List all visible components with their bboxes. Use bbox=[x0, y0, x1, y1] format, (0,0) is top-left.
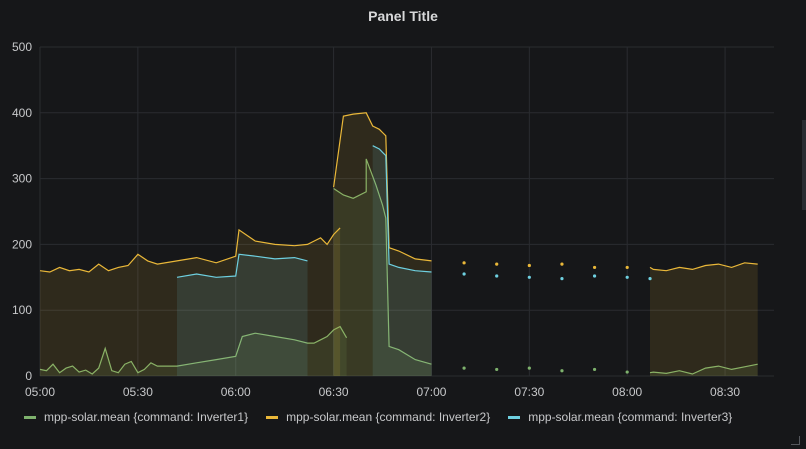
series-point bbox=[462, 261, 466, 265]
series-point bbox=[527, 366, 531, 370]
series-point bbox=[560, 277, 564, 281]
y-tick-label: 100 bbox=[12, 303, 32, 317]
series-point bbox=[625, 370, 629, 374]
y-tick-label: 0 bbox=[25, 369, 32, 383]
series-point bbox=[625, 275, 629, 279]
series-line bbox=[39, 325, 348, 375]
y-tick-label: 300 bbox=[12, 172, 32, 186]
series-point bbox=[495, 367, 499, 372]
chart-legend: mpp-solar.mean {command: Inverter1} mpp-… bbox=[24, 408, 732, 426]
y-tick-label: 200 bbox=[12, 237, 32, 251]
series-area bbox=[40, 326, 347, 376]
series-line bbox=[333, 158, 432, 365]
legend-label-inverter3: mpp-solar.mean {command: Inverter3} bbox=[528, 410, 733, 424]
series-line bbox=[649, 363, 758, 375]
legend-item-inverter3[interactable]: mpp-solar.mean {command: Inverter3} bbox=[508, 408, 732, 426]
series-area bbox=[177, 254, 308, 376]
legend-item-inverter2[interactable]: mpp-solar.mean {command: Inverter2} bbox=[266, 408, 490, 426]
legend-swatch-inverter2 bbox=[266, 415, 279, 419]
series-point bbox=[527, 263, 531, 268]
series-point bbox=[592, 274, 597, 278]
y-tick-label: 400 bbox=[12, 106, 32, 120]
series-point bbox=[495, 262, 499, 266]
panel-side-handle[interactable] bbox=[802, 120, 806, 210]
series-point bbox=[592, 265, 597, 270]
legend-label-inverter2: mpp-solar.mean {command: Inverter2} bbox=[286, 410, 491, 424]
series-point bbox=[560, 262, 564, 266]
x-tick-label: 08:00 bbox=[612, 385, 642, 399]
series-line bbox=[333, 112, 432, 262]
series-point bbox=[560, 369, 564, 373]
legend-item-inverter1[interactable]: mpp-solar.mean {command: Inverter1} bbox=[24, 408, 248, 426]
legend-label-inverter1: mpp-solar.mean {command: Inverter1} bbox=[44, 410, 249, 424]
x-tick-label: 06:30 bbox=[319, 385, 349, 399]
x-tick-label: 08:30 bbox=[710, 385, 740, 399]
series-area bbox=[650, 364, 758, 376]
series-point bbox=[462, 366, 466, 370]
series-line bbox=[372, 145, 432, 273]
series-area bbox=[333, 158, 432, 376]
series-line bbox=[649, 262, 758, 272]
series-area bbox=[372, 145, 432, 376]
x-tick-label: 07:00 bbox=[416, 385, 446, 399]
x-tick-label: 06:00 bbox=[221, 385, 251, 399]
series-point bbox=[648, 277, 652, 281]
series-point bbox=[495, 274, 499, 278]
series-area bbox=[40, 227, 341, 376]
x-tick-label: 07:30 bbox=[514, 385, 544, 399]
legend-swatch-inverter1 bbox=[24, 415, 36, 419]
series-point bbox=[462, 272, 466, 276]
series-area bbox=[333, 112, 432, 377]
y-tick-label: 500 bbox=[12, 40, 32, 54]
x-tick-label: 05:30 bbox=[123, 385, 153, 399]
panel-resize-handle[interactable] bbox=[791, 436, 800, 445]
series-point bbox=[592, 367, 597, 372]
series-point bbox=[527, 275, 531, 279]
series-line bbox=[176, 253, 308, 278]
legend-swatch-inverter3 bbox=[508, 415, 521, 419]
x-tick-label: 05:00 bbox=[25, 385, 55, 399]
panel-title[interactable]: Panel Title bbox=[368, 8, 438, 24]
series-point bbox=[625, 265, 629, 270]
series-line bbox=[39, 227, 341, 273]
series-area bbox=[650, 262, 758, 376]
